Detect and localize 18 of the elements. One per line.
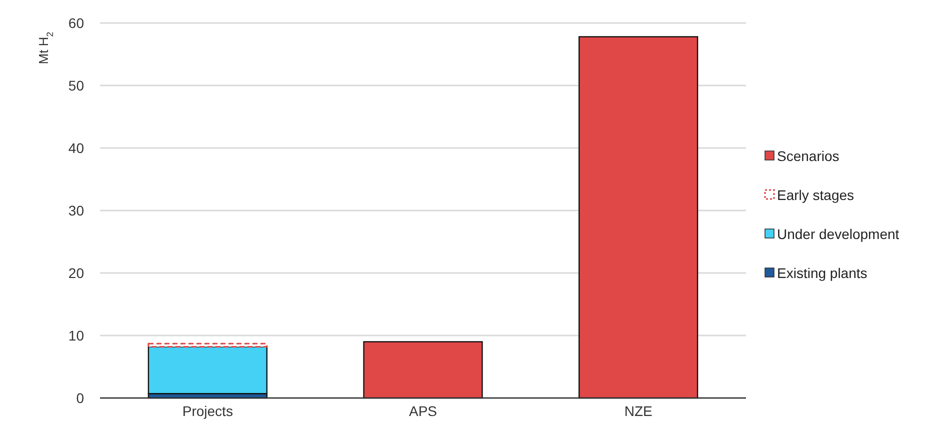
bar — [148, 346, 268, 394]
y-tick-label: 10 — [68, 327, 84, 344]
legend-label: Under development — [777, 226, 900, 242]
legend-label: Scenarios — [777, 148, 840, 164]
y-tick-label: 30 — [68, 202, 84, 218]
y-tick-label: 0 — [76, 390, 84, 406]
x-tick-label: Projects — [182, 403, 233, 419]
legend-label: Early stages — [777, 186, 854, 203]
y-tick-label: 60 — [68, 14, 84, 31]
x-tick-label: NZE — [624, 403, 652, 419]
x-tick-label: APS — [408, 403, 438, 419]
bar — [363, 341, 483, 399]
y-tick-label: 40 — [68, 140, 84, 156]
y-tick-label: 20 — [68, 264, 84, 281]
y-tick-label: 50 — [68, 77, 84, 94]
bar — [578, 36, 698, 399]
bar — [148, 342, 268, 348]
legend-label: Existing plants — [777, 264, 868, 281]
